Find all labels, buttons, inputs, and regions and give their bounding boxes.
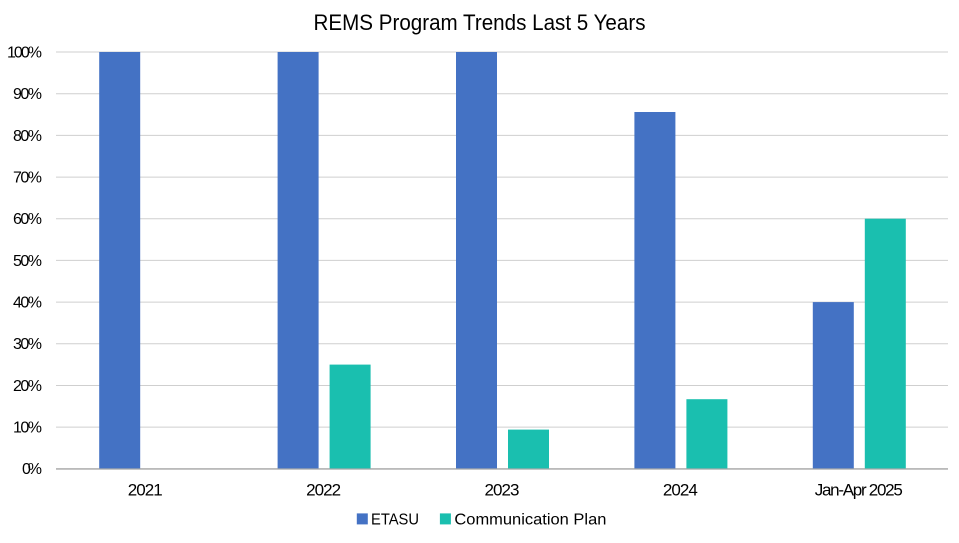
- svg-text:2024: 2024: [663, 480, 698, 499]
- svg-text:100%: 100%: [7, 44, 42, 61]
- svg-text:2022: 2022: [306, 480, 341, 499]
- svg-text:Jan-Apr 2025: Jan-Apr 2025: [815, 480, 903, 499]
- svg-text:0%: 0%: [22, 461, 42, 478]
- svg-text:2021: 2021: [128, 480, 163, 499]
- svg-text:40%: 40%: [13, 295, 42, 312]
- svg-text:90%: 90%: [13, 86, 42, 103]
- svg-text:70%: 70%: [13, 170, 42, 187]
- svg-text:2023: 2023: [485, 480, 520, 499]
- svg-text:Communication Plan: Communication Plan: [454, 512, 606, 529]
- svg-text:10%: 10%: [13, 420, 42, 437]
- svg-text:ETASU: ETASU: [371, 512, 419, 529]
- svg-text:50%: 50%: [13, 253, 42, 270]
- svg-text:30%: 30%: [13, 336, 42, 353]
- svg-text:20%: 20%: [13, 378, 42, 395]
- svg-text:REMS Program Trends Last 5 Yea: REMS Program Trends Last 5 Years: [314, 10, 646, 35]
- svg-text:80%: 80%: [13, 128, 42, 145]
- svg-text:60%: 60%: [13, 211, 42, 228]
